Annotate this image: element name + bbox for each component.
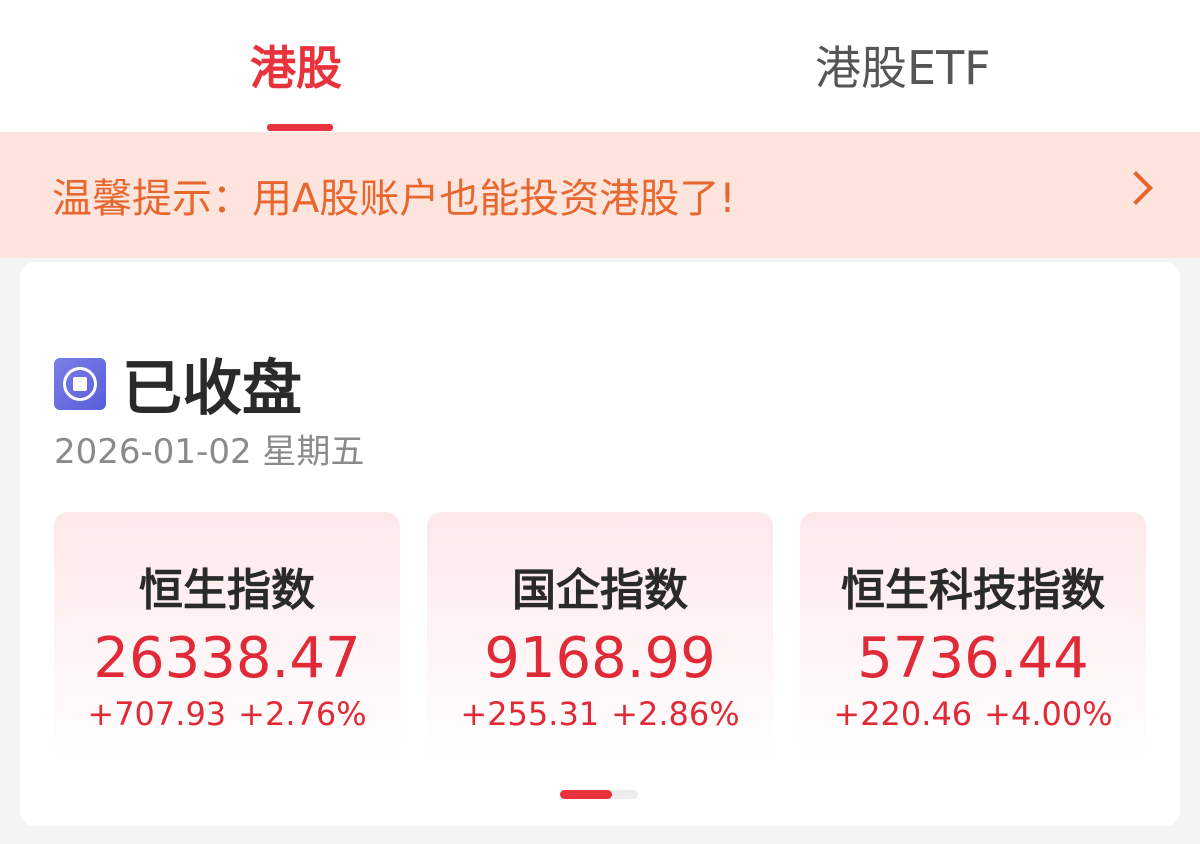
tab-bar: 港股 港股ETF (0, 0, 1200, 132)
tab-hk-etf[interactable]: 港股ETF (815, 41, 991, 95)
index-pct: +2.86% (611, 695, 740, 733)
chevron-right-icon (1119, 171, 1153, 205)
page-indicator (560, 790, 638, 799)
index-name: 国企指数 (512, 565, 688, 616)
market-date: 2026-01-02 星期五 (54, 432, 365, 472)
notice-text: 温馨提示：用A股账户也能投资港股了! (52, 176, 736, 222)
index-change: +707.93 (87, 695, 227, 733)
notice-banner[interactable]: 温馨提示：用A股账户也能投资港股了! (0, 132, 1200, 258)
market-closed-icon (54, 357, 106, 410)
index-card-hstech[interactable]: 恒生科技指数 5736.44 +220.46 +4.00% (800, 512, 1146, 762)
market-status-text: 已收盘 (122, 354, 302, 424)
index-change: +220.46 (833, 695, 973, 733)
page-indicator-active (560, 790, 612, 799)
index-value: 5736.44 (857, 626, 1089, 691)
active-tab-indicator (267, 124, 333, 131)
index-pct: +4.00% (984, 695, 1113, 733)
index-card-hscei[interactable]: 国企指数 9168.99 +255.31 +2.86% (427, 512, 773, 762)
index-value: 26338.47 (93, 626, 361, 691)
index-name: 恒生科技指数 (841, 565, 1105, 616)
index-change: +255.31 (460, 695, 600, 733)
market-status: 已收盘 (54, 340, 302, 427)
index-pct: +2.76% (238, 695, 367, 733)
market-card: 已收盘 2026-01-02 星期五 恒生指数 26338.47 +707.93… (20, 262, 1180, 826)
tab-hk-stocks[interactable]: 港股 (250, 41, 342, 95)
index-name: 恒生指数 (139, 565, 315, 616)
index-card-hsi[interactable]: 恒生指数 26338.47 +707.93 +2.76% (54, 512, 400, 762)
index-value: 9168.99 (484, 626, 716, 691)
